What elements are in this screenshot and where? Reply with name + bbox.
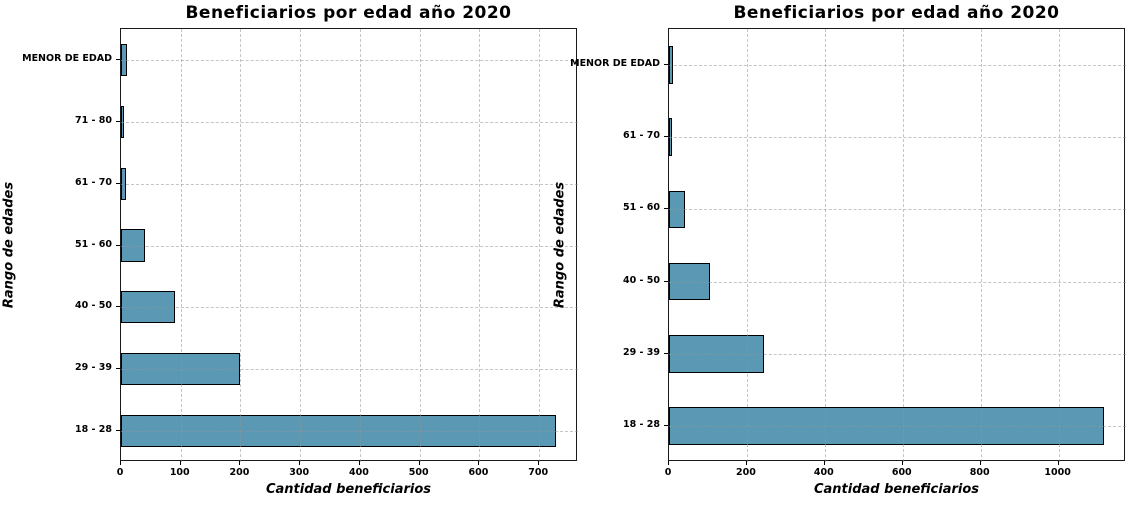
grid-line-vertical [746, 29, 748, 462]
bar-61-70 [669, 118, 673, 156]
y-tick-label: 61 - 70 [75, 176, 112, 188]
x-tick-mark [979, 461, 981, 465]
x-tick-label: 600 [468, 467, 489, 478]
bar-29-39 [669, 334, 765, 373]
grid-line-horizontal [669, 281, 1126, 283]
grid-line-horizontal [669, 425, 1126, 427]
y-tick-mark [664, 64, 668, 66]
bar-51-60 [121, 229, 145, 262]
x-tick-mark [179, 461, 181, 465]
x-tick-mark [1057, 461, 1059, 465]
y-tick-mark [664, 424, 668, 426]
y-tick-mark [664, 208, 668, 210]
x-tick-mark [901, 461, 903, 465]
y-tick-label: 18 - 28 [623, 418, 660, 430]
x-tick-mark [823, 461, 825, 465]
grid-line-horizontal [669, 65, 1126, 67]
grid-line-vertical [980, 29, 982, 462]
y-tick-label: 40 - 50 [75, 300, 112, 312]
x-tick-label: 700 [528, 467, 549, 478]
y-tick-label: MENOR DE EDAD [22, 52, 112, 64]
y-tick-label: 29 - 39 [623, 346, 660, 358]
x-tick-label: 300 [289, 467, 310, 478]
y-tick-mark [116, 368, 120, 370]
x-tick-mark [239, 461, 241, 465]
chart-title: Beneficiarios por edad año 2020 [733, 3, 1060, 23]
x-tick-mark [668, 461, 669, 465]
x-tick-label: 200 [229, 467, 250, 478]
grid-line-horizontal [669, 209, 1126, 211]
grid-line-horizontal [121, 245, 578, 247]
bar-18-28 [669, 407, 1105, 445]
bar-menor-de-edad [669, 46, 673, 84]
x-tick-mark [299, 461, 301, 465]
y-tick-mark [116, 306, 120, 308]
x-tick-mark [358, 461, 360, 465]
grid-line-horizontal [121, 431, 578, 433]
y-tick-mark [664, 136, 668, 138]
y-tick-mark [116, 430, 120, 432]
y-tick-label: 40 - 50 [623, 274, 660, 286]
grid-line-horizontal [121, 307, 578, 309]
x-tick-label: 1000 [1044, 467, 1071, 478]
x-tick-label: 800 [969, 467, 990, 478]
bar-40-50 [669, 262, 710, 301]
x-tick-mark [478, 461, 480, 465]
y-tick-label: MENOR DE EDAD [570, 58, 660, 70]
y-tick-mark [664, 280, 668, 282]
grid-line-horizontal [669, 353, 1126, 355]
x-tick-mark [418, 461, 420, 465]
x-tick-mark [745, 461, 747, 465]
grid-line-horizontal [121, 369, 578, 371]
x-axis-label: Cantidad beneficiarios [265, 482, 432, 497]
y-tick-mark [116, 244, 120, 246]
y-axis-label: Rango de edades [552, 181, 568, 308]
bar-61-70 [121, 167, 126, 200]
x-tick-label: 400 [349, 467, 369, 478]
x-tick-mark [538, 461, 540, 465]
x-tick-label: 100 [169, 467, 190, 478]
bar-71-80 [121, 105, 124, 138]
y-tick-label: 71 - 80 [75, 114, 112, 126]
y-tick-label: 61 - 70 [623, 130, 660, 142]
x-tick-label: 500 [408, 467, 429, 478]
y-tick-label: 51 - 60 [623, 202, 660, 214]
grid-line-horizontal [121, 121, 578, 123]
grid-line-horizontal [669, 137, 1126, 139]
plot-area [120, 28, 578, 462]
grid-line-vertical [902, 29, 904, 462]
grid-line-vertical [1058, 29, 1060, 462]
x-tick-label: 200 [735, 467, 756, 478]
grid-line-horizontal [121, 59, 578, 61]
bar-51-60 [669, 190, 685, 229]
x-tick-label: 0 [116, 467, 124, 478]
grid-line-vertical [824, 29, 826, 462]
y-tick-label: 29 - 39 [75, 362, 112, 374]
y-tick-mark [116, 58, 120, 60]
x-tick-label: 0 [664, 467, 672, 478]
plot-area [668, 28, 1126, 462]
y-tick-mark [664, 352, 668, 354]
x-axis-label: Cantidad beneficiarios [813, 482, 980, 497]
grid-line-horizontal [121, 183, 578, 185]
chart-title: Beneficiarios por edad año 2020 [185, 3, 512, 23]
x-tick-mark [120, 461, 121, 465]
y-tick-label: 18 - 28 [75, 424, 112, 436]
x-tick-label: 600 [891, 467, 912, 478]
y-tick-mark [116, 120, 120, 122]
y-tick-mark [116, 182, 120, 184]
y-tick-label: 51 - 60 [75, 238, 112, 250]
x-tick-label: 400 [813, 467, 834, 478]
